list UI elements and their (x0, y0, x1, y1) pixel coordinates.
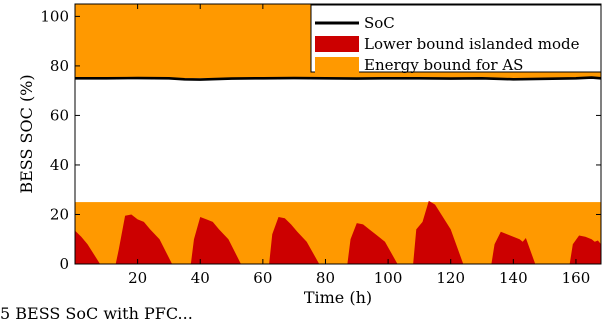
x-tick-label: 100 (374, 269, 403, 287)
y-tick-label: 100 (40, 7, 69, 25)
legend-label-energy-bound: Energy bound for AS (364, 56, 523, 74)
y-axis-ticks: 0 20 40 60 80 100 (40, 7, 601, 273)
x-tick-label: 20 (128, 269, 147, 287)
x-tick-label: 120 (436, 269, 465, 287)
y-tick-label: 40 (50, 156, 69, 174)
plot-frame (74, 3, 602, 265)
soc-line-group (75, 76, 602, 81)
y-tick-label: 80 (50, 57, 69, 75)
figure-caption: 5 BESS SoC with PFC... (0, 304, 193, 320)
x-tick-label: 140 (499, 269, 528, 287)
legend-label-lower-bound: Lower bound islanded mode (364, 35, 580, 53)
x-axis-label: Time (h) (304, 288, 372, 307)
legend-swatch-lower-bound (315, 36, 359, 52)
x-tick-label: 40 (191, 269, 210, 287)
lower-bound-area-group (75, 200, 601, 264)
legend-box (310, 4, 602, 73)
axes (74, 3, 602, 265)
legend-swatch-energy-bound (315, 57, 359, 73)
y-axis-label: BESS SOC (%) (17, 74, 36, 193)
y-tick-label: 20 (50, 205, 69, 223)
y-tick-label: 60 (50, 106, 69, 124)
y-tick-label: 0 (59, 255, 69, 273)
x-tick-label: 60 (253, 269, 272, 287)
soc-line (75, 76, 602, 81)
legend: SoC Lower bound islanded mode Energy bou… (310, 4, 602, 74)
x-tick-label: 80 (316, 269, 335, 287)
legend-label-soc: SoC (364, 14, 395, 32)
lower-bound-area (75, 200, 601, 264)
x-tick-label: 160 (562, 269, 591, 287)
